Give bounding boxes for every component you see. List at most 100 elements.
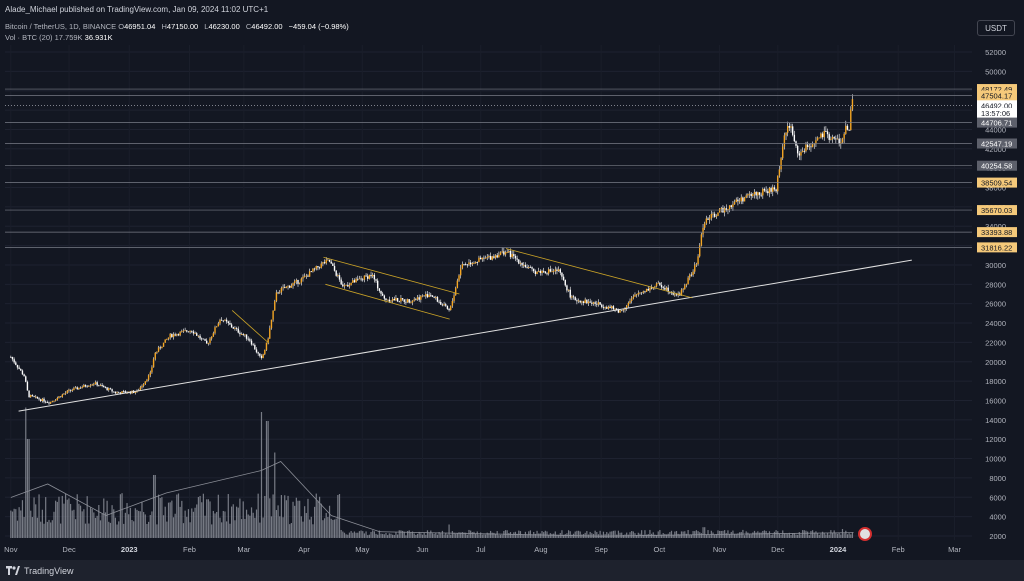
price-chart[interactable]: 5200050000480004600044000420004000038000…: [0, 0, 1024, 560]
volume-bar: [157, 494, 160, 538]
candle-body: [210, 336, 213, 339]
candle-body: [488, 256, 490, 258]
symbol-label[interactable]: Bitcoin / TetherUS, 1D, BINANCE: [5, 22, 117, 31]
candle-body: [315, 266, 317, 269]
volume-bar: [486, 532, 488, 538]
volume-bar: [813, 532, 815, 538]
candle-body: [383, 295, 386, 299]
candle-body: [292, 283, 294, 286]
candle-body: [46, 402, 49, 403]
candle-body: [307, 275, 309, 277]
volume-bar: [523, 535, 525, 538]
candle-body: [347, 284, 349, 287]
volume-bar: [73, 509, 75, 538]
volume-bar: [151, 511, 153, 538]
volume-bar: [199, 495, 201, 538]
volume-bar: [845, 530, 847, 538]
volume-bar: [768, 531, 771, 538]
candle-body: [282, 287, 284, 289]
y-tick-label: 42000: [985, 145, 1006, 154]
volume-label[interactable]: Vol · BTC (20): [5, 33, 53, 42]
price-badge-label: 33393.88: [981, 228, 1012, 237]
volume-bar: [548, 535, 550, 538]
candle-body: [343, 285, 346, 287]
volume-bar: [323, 518, 326, 538]
volume-bar: [229, 523, 231, 538]
candle-body: [275, 292, 278, 302]
volume-bar: [558, 534, 560, 538]
volume-bar: [23, 516, 25, 538]
candle-body: [255, 349, 258, 353]
candle-body: [823, 130, 825, 138]
candle-body: [430, 294, 432, 296]
candle-body: [152, 359, 155, 368]
x-tick-label: Apr: [298, 545, 310, 554]
candle-body: [78, 387, 80, 390]
volume-bar: [577, 530, 580, 538]
volume-bar: [679, 534, 681, 538]
volume-bar: [642, 534, 644, 538]
candle-body: [476, 261, 478, 263]
volume-bar: [463, 532, 465, 538]
candle-body: [69, 389, 72, 391]
candle-body: [589, 301, 591, 303]
volume-bar: [91, 508, 93, 538]
volume-bar: [499, 534, 502, 538]
candle-body: [516, 258, 518, 260]
candle-body: [76, 387, 78, 390]
candle-body: [176, 334, 178, 336]
candle-body: [157, 347, 160, 352]
currency-button[interactable]: USDT: [977, 20, 1015, 36]
candle-body: [36, 396, 39, 399]
volume-bar: [99, 520, 102, 538]
price-badge-label: 46492.00: [981, 101, 1012, 110]
volume-bar: [803, 530, 805, 538]
candle-body: [318, 267, 321, 269]
volume-bar: [279, 516, 281, 538]
candle-body: [569, 289, 571, 298]
price-badge-label: 40254.58: [981, 162, 1012, 171]
candle-body: [758, 192, 761, 195]
candle-body: [591, 302, 593, 304]
candle-body: [702, 227, 704, 235]
volume-bar: [509, 532, 512, 538]
y-tick-label: 12000: [985, 435, 1006, 444]
volume-bar: [390, 533, 392, 538]
volume-bar: [609, 531, 611, 538]
candle-body: [491, 256, 493, 260]
volume-bar: [514, 531, 517, 538]
candle-body: [757, 192, 759, 196]
volume-bar: [782, 530, 784, 538]
volume-bar: [149, 515, 151, 538]
volume-bar: [646, 534, 648, 538]
volume-bar: [428, 533, 430, 538]
candle-body: [113, 391, 115, 393]
volume-bar: [35, 504, 37, 538]
candle-body: [684, 285, 686, 290]
candle-body: [843, 133, 845, 139]
volume-bar: [114, 517, 117, 538]
volume-bar: [116, 524, 118, 538]
candle-body: [327, 259, 329, 261]
candle-body: [826, 131, 829, 135]
volume-bar: [119, 494, 121, 538]
volume-bar: [413, 533, 415, 538]
candle-body: [791, 126, 794, 135]
candle-body: [463, 264, 465, 266]
candle-body: [450, 305, 452, 311]
volume-bar: [169, 502, 171, 538]
candle-body: [259, 353, 261, 356]
candle-body: [440, 301, 442, 305]
volume-bar: [475, 533, 477, 538]
candle-body: [815, 140, 817, 144]
candle-body: [10, 356, 12, 358]
event-icon: [858, 527, 872, 541]
candle-body: [333, 265, 336, 271]
volume-bar: [667, 533, 669, 538]
volume-bar: [825, 534, 827, 538]
candle-body: [325, 259, 327, 264]
volume-bar: [677, 533, 679, 538]
volume-bar: [65, 494, 67, 538]
volume-bar: [255, 509, 258, 538]
candle-body: [441, 304, 444, 306]
